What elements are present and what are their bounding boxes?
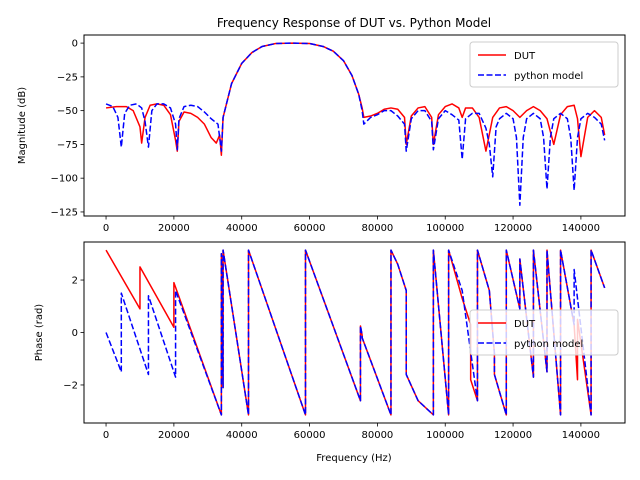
magnitude-legend-dut-label: DUT (514, 51, 536, 62)
magnitude-y-axis-label: Magnitude (dB) (17, 87, 28, 164)
phase-x-tick-label: 120000 (494, 430, 532, 441)
magnitude-series (105, 42, 606, 206)
magnitude-y-tick-label: 0 (72, 39, 78, 50)
magnitude-y-tick-label: −50 (57, 106, 78, 117)
phase-y-tick-label: −2 (63, 380, 78, 391)
phase-legend-box (469, 309, 619, 356)
magnitude-x-tick-label: 80000 (361, 223, 393, 234)
phase-legend-dut-label: DUT (514, 319, 536, 330)
magnitude-y-tick-label: −100 (51, 174, 78, 185)
magnitude-x-tick-label: 120000 (494, 223, 532, 234)
phase-x-tick-label: 60000 (294, 430, 326, 441)
magnitude-axes-frame (83, 34, 626, 217)
phase-y-axis-label: Phase (rad) (34, 304, 45, 362)
phase-x-tick-label: 80000 (361, 430, 393, 441)
phase-x-tick-label: 20000 (158, 430, 190, 441)
phase-legend: DUT python model (469, 309, 619, 356)
magnitude-x-tick-label: 20000 (158, 223, 190, 234)
phase-x-tick-label: 0 (103, 430, 109, 441)
magnitude-x-tick-label: 60000 (294, 223, 326, 234)
magnitude-y-tick-label: −125 (51, 207, 78, 218)
magnitude-y-tick-label: −75 (57, 140, 78, 151)
phase-plot: 0 20000 40000 60000 80000 100000 120000 140000 2… (34, 241, 626, 464)
magnitude-legend-box (469, 41, 619, 88)
magnitude-x-tick-label: 0 (103, 223, 109, 234)
phase-axes-frame (83, 241, 626, 424)
phase-legend-model-label: python model (514, 339, 583, 350)
magnitude-legend: DUT python model (469, 41, 619, 88)
magnitude-plot: Frequency Response of DUT vs. Python Mod… (17, 16, 626, 234)
phase-x-tick-label: 100000 (426, 430, 464, 441)
magnitude-x-tick-label: 140000 (562, 223, 600, 234)
magnitude-series-line-python-model (105, 42, 606, 206)
magnitude-x-tick-label: 100000 (426, 223, 464, 234)
magnitude-y-tick-label: −25 (57, 72, 78, 83)
phase-x-tick-label: 140000 (562, 430, 600, 441)
magnitude-x-tick-label: 40000 (226, 223, 258, 234)
magnitude-ticks: 0 20000 40000 60000 80000 100000 120000 140000 0… (51, 39, 600, 234)
phase-y-tick-label: 0 (72, 328, 78, 339)
phase-x-axis-label: Frequency (Hz) (316, 453, 392, 464)
magnitude-legend-model-label: python model (514, 71, 583, 82)
phase-x-tick-label: 40000 (226, 430, 258, 441)
phase-ticks: 0 20000 40000 60000 80000 100000 120000 140000 2… (63, 276, 600, 441)
phase-y-tick-label: 2 (72, 276, 78, 287)
chart-title: Frequency Response of DUT vs. Python Mod… (217, 16, 491, 30)
